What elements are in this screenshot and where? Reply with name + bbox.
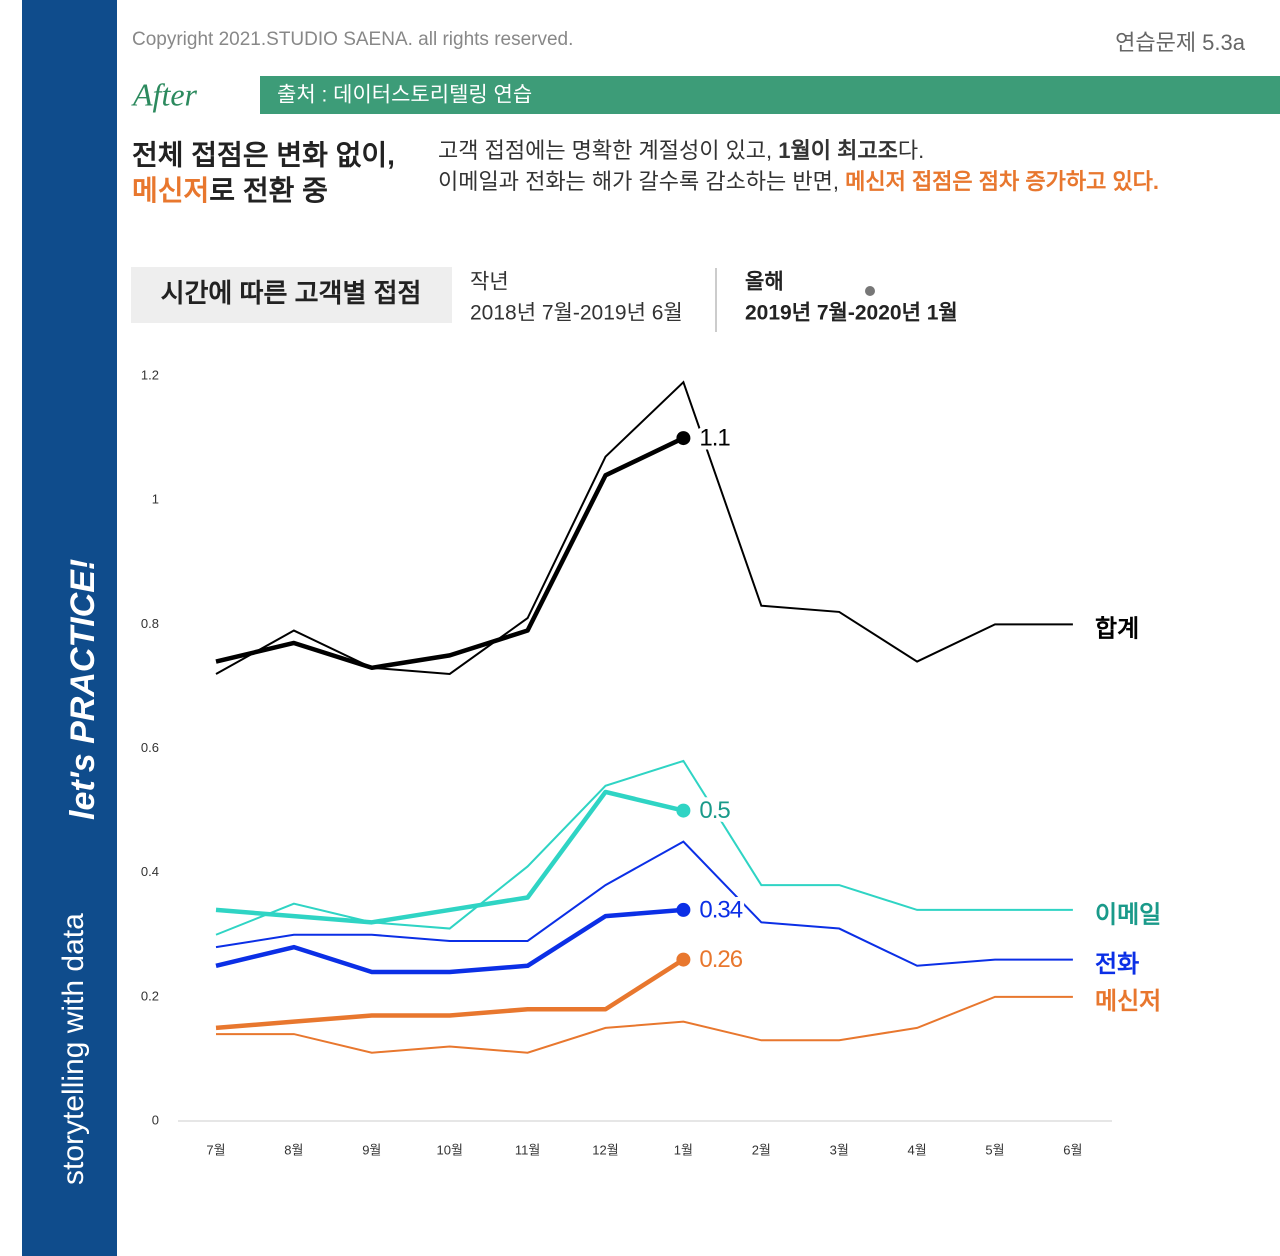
y-tick-label: 1 [152,492,159,507]
current-end-dot [676,902,691,917]
headline-highlight: 메신저 [132,175,209,206]
x-tick-label: 8월 [284,1142,303,1157]
series-label: 메신저 [1095,988,1161,1015]
after-tag: After [131,76,198,112]
data-label: 0.26 [699,946,742,973]
x-tick-label: 5월 [985,1142,1004,1157]
desc-highlight: 메신저 접점은 점차 증가하고 있다. [845,169,1159,194]
headline: 전체 접점은 변화 없이, [132,139,395,170]
series-label: 전화 [1095,951,1139,978]
headline: 메신저로 전환 중 [132,175,328,206]
current-line [215,907,684,975]
legend-current-title: 올해 [745,271,784,294]
x-tick-label: 6월 [1063,1142,1082,1157]
x-tick-label: 3월 [830,1142,849,1157]
data-label: 0.5 [699,797,730,824]
legend-dot [865,286,875,296]
y-tick-label: 1.2 [141,367,159,382]
desc-part: 다. [898,138,924,163]
source-bar [260,76,1280,114]
x-tick-label: 11월 [515,1142,540,1157]
data-label: 1.1 [699,424,730,451]
data-label: 0.34 [699,896,742,923]
sidebar [22,0,117,1256]
x-tick-label: 12월 [592,1142,618,1157]
sidebar-brand: storytelling with data [57,913,90,1185]
description: 이메일과 전화는 해가 갈수록 감소하는 반면, 메신저 접점은 점차 증가하고… [438,169,1159,194]
x-tick-label: 2월 [752,1142,771,1157]
current-end-dot [676,431,691,446]
title-box [131,267,452,323]
exercise-id: 연습문제 5.3a [1115,30,1246,55]
y-tick-label: 0.4 [141,864,159,879]
legend-current-range: 2019년 7월-2020년 1월 [745,302,958,325]
x-tick-label: 1월 [674,1142,693,1157]
previous-line [216,995,1073,1054]
y-tick-label: 0.2 [141,988,159,1003]
current-line [215,957,685,1031]
legend-previous-range: 2018년 7월-2019년 6월 [470,302,683,325]
x-tick-label: 7월 [206,1142,225,1157]
y-tick-label: 0 [152,1112,159,1127]
source: 출처 : 데이터스토리텔링 연습 [277,84,532,107]
description: 고객 접점에는 명확한 계절성이 있고, 1월이 최고조다. [438,138,924,163]
previous-line [215,759,1073,936]
legend-previous-title: 작년 [470,271,509,294]
sidebar-practice: let's PRACTICE! [64,559,102,820]
previous-line [215,380,1073,676]
current-line [215,789,684,925]
desc-bold: 1월이 최고조 [778,138,898,163]
chart-title: 시간에 따른 고객별 접점 [161,278,422,308]
current-end-dot [676,803,691,818]
x-tick-label: 10월 [436,1142,462,1157]
y-tick-label: 0.6 [141,740,159,755]
headline-part: 로 전환 중 [209,175,328,206]
desc-part: 이메일과 전화는 해가 갈수록 감소하는 반면, [438,169,845,194]
current-end-dot [676,952,691,967]
copyright: Copyright 2021.STUDIO SAENA. all rights … [132,29,573,50]
series-label: 합계 [1095,616,1139,643]
current-line [215,436,685,671]
desc-part: 고객 접점에는 명확한 계절성이 있고, [438,138,778,163]
series-label: 이메일 [1095,901,1161,928]
previous-line [215,840,1073,967]
x-tick-label: 9월 [362,1142,381,1157]
y-tick-label: 0.8 [141,616,159,631]
x-tick-label: 4월 [907,1142,926,1157]
